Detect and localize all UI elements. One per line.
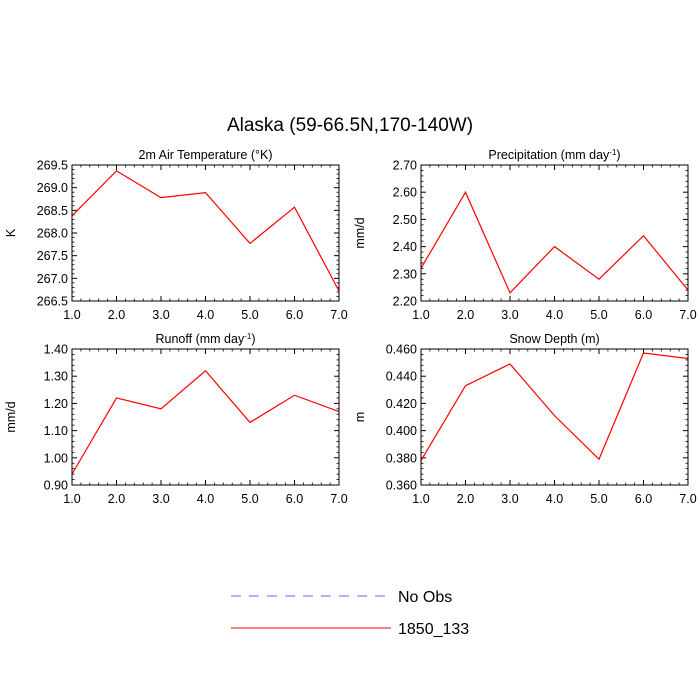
x-tick-label: 2.0 <box>457 492 474 506</box>
y-tick-label: 1.40 <box>44 343 68 357</box>
x-tick-label: 4.0 <box>546 492 563 506</box>
x-tick-label: 5.0 <box>590 492 607 506</box>
x-tick-label: 6.0 <box>635 492 652 506</box>
y-axis-label: K <box>4 228 18 237</box>
panel-title: Runoff (mm day-1) <box>156 332 256 347</box>
plot-frame <box>71 164 340 302</box>
y-tick-label: 2.40 <box>393 240 417 254</box>
x-tick-label: 6.0 <box>286 492 303 506</box>
y-axis-label: m <box>353 412 367 422</box>
x-tick-label: 4.0 <box>197 492 214 506</box>
x-tick-label: 1.0 <box>412 492 429 506</box>
x-tick-label: 2.0 <box>108 308 125 322</box>
y-tick-label: 2.50 <box>393 213 417 227</box>
legend-item: 1850_133 <box>231 621 469 638</box>
x-tick-label: 1.0 <box>63 492 80 506</box>
y-tick-label: 0.460 <box>386 343 417 357</box>
y-tick-label: 267.5 <box>37 249 68 263</box>
panel-title: Snow Depth (m) <box>509 332 599 346</box>
panel-4: Snow Depth (m) m 1.0 2.0 3.0 4.0 5.0 6.0 7.0 0.36… <box>353 332 697 506</box>
x-tick-label: 4.0 <box>546 308 563 322</box>
x-tick-label: 2.0 <box>108 492 125 506</box>
panel-title: Precipitation (mm day-1) <box>488 148 620 163</box>
x-tick-label: 7.0 <box>679 308 696 322</box>
x-tick-label: 6.0 <box>286 308 303 322</box>
y-axis-label: mm/d <box>4 401 18 432</box>
y-tick-label: 0.420 <box>386 397 417 411</box>
x-tick-label: 2.0 <box>457 308 474 322</box>
x-tick-label: 4.0 <box>197 308 214 322</box>
y-tick-label: 267.0 <box>37 272 68 286</box>
y-tick-label: 0.90 <box>44 479 68 493</box>
y-tick-label: 2.20 <box>393 295 417 309</box>
y-tick-label: 0.380 <box>386 451 417 465</box>
x-tick-label: 3.0 <box>501 492 518 506</box>
series-line-1850_133 <box>420 352 689 461</box>
x-tick-label: 7.0 <box>330 492 347 506</box>
plot-frame <box>420 164 689 302</box>
x-tick-label: 3.0 <box>501 308 518 322</box>
y-axis-label: mm/d <box>353 217 367 248</box>
y-tick-label: 0.440 <box>386 370 417 384</box>
legend-label: 1850_133 <box>398 621 469 638</box>
legend-item: No Obs <box>231 589 452 606</box>
panel-3: Runoff (mm day-1) mm/d 1.0 2.0 3.0 4.0 5.0 6.0 7… <box>4 332 348 507</box>
y-tick-label: 1.30 <box>44 370 68 384</box>
series-line-1850_133 <box>420 190 689 294</box>
y-tick-label: 269.5 <box>37 159 68 173</box>
panel-2: Precipitation (mm day-1) mm/d 1.0 2.0 3.0 4.0… <box>353 148 697 323</box>
panel-1: 2m Air Temperature (°K) K 1.0 2.0 3.0 4.0 5.0 6… <box>4 148 348 322</box>
legend-label: No Obs <box>398 589 452 606</box>
panel-title: 2m Air Temperature (°K) <box>139 148 273 162</box>
x-tick-label: 5.0 <box>241 492 258 506</box>
x-tick-label: 1.0 <box>63 308 80 322</box>
y-tick-label: 2.60 <box>393 186 417 200</box>
legend: No Obs 1850_133 <box>231 589 469 638</box>
y-tick-label: 2.70 <box>393 159 417 173</box>
x-tick-label: 5.0 <box>241 308 258 322</box>
x-tick-label: 7.0 <box>330 308 347 322</box>
panels: 2m Air Temperature (°K) K 1.0 2.0 3.0 4.0 5.0 6… <box>4 148 697 507</box>
figure-title: Alaska (59-66.5N,170-140W) <box>227 115 473 136</box>
y-tick-label: 1.00 <box>44 451 68 465</box>
y-tick-label: 0.360 <box>386 479 417 493</box>
series-line-1850_133 <box>71 170 340 292</box>
plot-frame <box>71 348 340 486</box>
x-tick-label: 1.0 <box>412 308 429 322</box>
x-tick-label: 5.0 <box>590 308 607 322</box>
y-tick-label: 266.5 <box>37 295 68 309</box>
y-tick-label: 269.0 <box>37 181 68 195</box>
y-tick-label: 268.0 <box>37 227 68 241</box>
y-tick-label: 1.10 <box>44 424 68 438</box>
y-tick-label: 2.30 <box>393 267 417 281</box>
y-tick-label: 1.20 <box>44 397 68 411</box>
y-tick-label: 0.400 <box>386 424 417 438</box>
y-tick-label: 268.5 <box>37 204 68 218</box>
x-tick-label: 7.0 <box>679 492 696 506</box>
x-tick-label: 3.0 <box>152 308 169 322</box>
series-line-1850_133 <box>71 369 340 475</box>
x-tick-label: 6.0 <box>635 308 652 322</box>
plot-frame <box>420 348 689 486</box>
x-tick-label: 3.0 <box>152 492 169 506</box>
